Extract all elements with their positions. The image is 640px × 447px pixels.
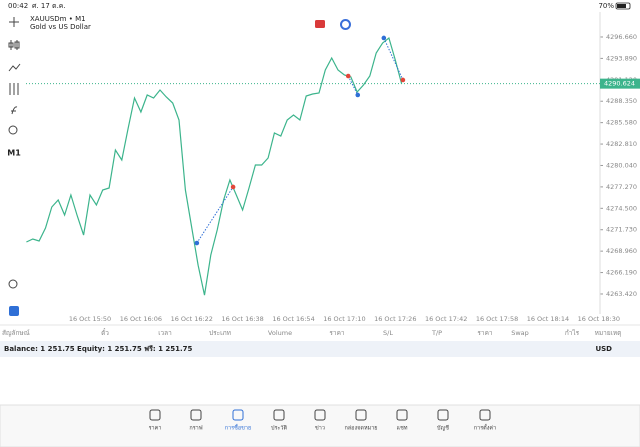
x-tick-label: 16 Oct 17:10 <box>323 315 365 323</box>
nav-icon <box>479 409 491 421</box>
battery-icon <box>615 2 631 10</box>
nav-item[interactable]: บัญชี <box>437 425 449 432</box>
chart-symbol: XAUUSDm • M1 <box>30 15 86 23</box>
objects-tool[interactable] <box>8 125 18 135</box>
nav-item[interactable]: แชท <box>397 425 408 432</box>
indicators-tool[interactable] <box>8 63 21 72</box>
x-tick-label: 16 Oct 17:42 <box>425 315 467 323</box>
column-header: หมายเหตุ <box>595 329 622 337</box>
y-tick-label: 4268.960 <box>606 247 637 255</box>
function-tool[interactable] <box>11 106 18 115</box>
y-tick-label: 4293.890 <box>606 54 637 62</box>
trade-link <box>347 75 359 96</box>
nav-item[interactable]: ประวัติ <box>271 425 287 432</box>
x-tick-label: 16 Oct 16:06 <box>120 315 162 323</box>
sell-button[interactable] <box>315 20 325 28</box>
battery-level <box>617 4 626 8</box>
y-tick-label: 4280.040 <box>606 161 637 169</box>
nav-icon <box>314 409 326 421</box>
nav-icon <box>149 409 161 421</box>
y-tick-label: 4288.350 <box>606 97 637 105</box>
y-tick-label: 4271.730 <box>606 226 637 234</box>
column-header: ราคา <box>477 329 492 337</box>
y-tick-label: 4296.660 <box>606 33 637 41</box>
bars-tool[interactable] <box>8 40 20 50</box>
nav-icon <box>232 409 244 421</box>
trade-marker <box>345 73 351 79</box>
battery-text: 70% <box>598 2 614 10</box>
x-tick-label: 16 Oct 16:38 <box>221 315 263 323</box>
table-header: สัญลักษณ์ ตั๋ว เวลา ประเภท Volume ราคา S/L T/P ร… <box>2 328 621 337</box>
column-header: Volume <box>268 329 292 337</box>
left-toolbar <box>8 17 21 289</box>
nav-icon <box>437 409 449 421</box>
y-tick-label: 4274.500 <box>606 204 637 212</box>
trade-marker <box>355 92 361 98</box>
y-tick-label: 4277.270 <box>606 183 637 191</box>
nav-item[interactable]: การตั้งค่า <box>474 424 496 432</box>
trade-marker <box>381 35 387 41</box>
y-tick-label: 4263.420 <box>606 290 637 298</box>
column-header: ราคา <box>329 329 344 337</box>
account-currency: USD <box>595 345 612 353</box>
column-header: T/P <box>431 329 442 337</box>
account-row <box>0 341 640 357</box>
trade-link <box>196 186 234 244</box>
current-price-box <box>600 78 640 89</box>
x-tick-label: 16 Oct 16:22 <box>171 315 213 323</box>
account-summary: Balance: 1 251.75 Equity: 1 251.75 ฟรี: … <box>4 345 193 353</box>
y-tick-label: 4266.190 <box>606 269 637 277</box>
trade-marker <box>400 77 406 83</box>
lines-tool[interactable] <box>9 83 19 95</box>
x-tick-label: 16 Oct 16:54 <box>272 315 314 323</box>
nav-icon <box>190 409 202 421</box>
nav-item[interactable]: กราฟ <box>189 425 202 432</box>
buy-button[interactable] <box>340 19 351 30</box>
nav-icon <box>355 409 367 421</box>
status-time: 00:42 <box>8 2 28 10</box>
column-header: กำไร <box>565 329 580 337</box>
column-header: ประเภท <box>209 329 231 337</box>
nav-icon <box>396 409 408 421</box>
nav-icon <box>273 409 285 421</box>
bottom-nav <box>0 404 640 447</box>
status-date: ศ. 17 ต.ค. <box>32 2 66 10</box>
trade-marker <box>194 240 200 246</box>
price-line <box>26 36 403 296</box>
y-tick-label: 4285.580 <box>606 119 637 127</box>
x-tick-label: 16 Oct 17:58 <box>476 315 518 323</box>
timeframe-button[interactable]: M1 <box>7 149 21 158</box>
zoom-tool[interactable] <box>8 279 18 289</box>
nav-item[interactable]: ข่าว <box>315 426 325 432</box>
nav-item[interactable]: กล่องจดหมาย <box>344 426 377 432</box>
crosshair-tool[interactable] <box>9 17 19 27</box>
x-tick-label: 16 Oct 18:14 <box>527 315 569 323</box>
trade-marker <box>230 184 236 190</box>
column-header: Swap <box>511 329 529 337</box>
positions-area <box>0 357 640 405</box>
chart-description: Gold vs US Dollar <box>30 23 91 31</box>
column-header: เวลา <box>158 329 172 337</box>
current-price-label: 4290.624 <box>604 80 635 88</box>
column-header: S/L <box>383 329 393 337</box>
x-tick-label: 16 Oct 15:50 <box>69 315 111 323</box>
x-tick-label: 16 Oct 18:30 <box>578 315 620 323</box>
nav-item[interactable]: การซื้อขาย <box>225 424 251 432</box>
column-header: ตั๋ว <box>101 328 109 337</box>
y-tick-label: 4282.810 <box>606 140 637 148</box>
nav-item[interactable]: ราคา <box>149 426 162 432</box>
trade-shortcut[interactable] <box>9 306 19 316</box>
column-header: สัญลักษณ์ <box>2 329 30 337</box>
x-tick-label: 16 Oct 17:26 <box>374 315 416 323</box>
